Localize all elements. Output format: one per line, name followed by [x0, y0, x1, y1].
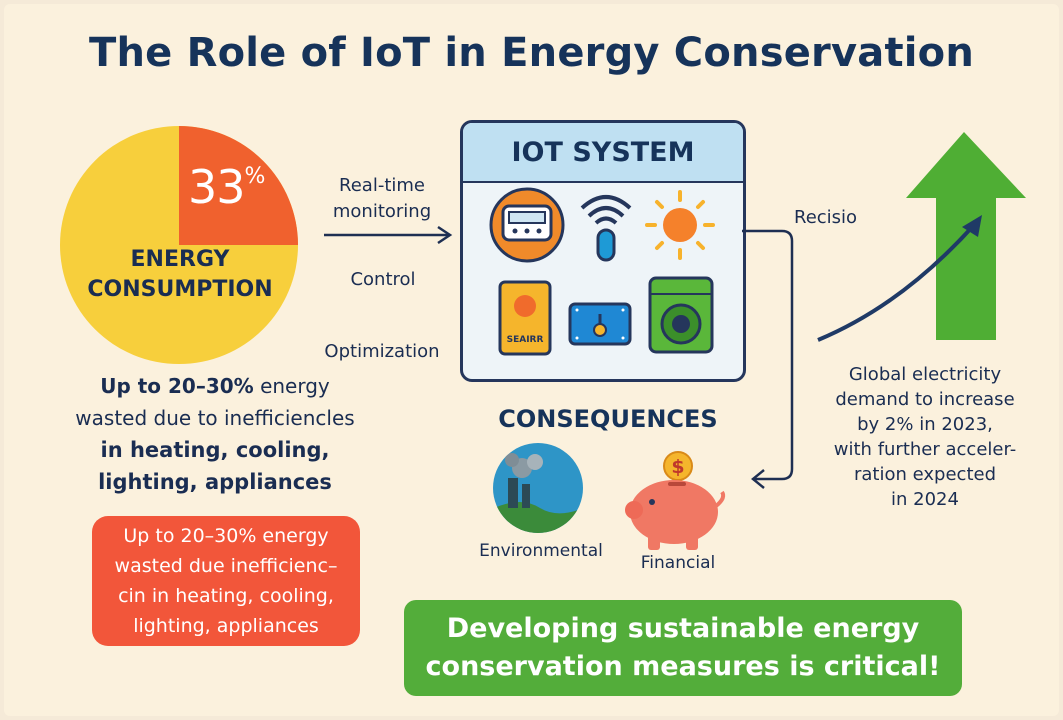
- wifi-sensor-icon: [580, 195, 632, 262]
- piggy-bank-icon: $: [625, 451, 726, 550]
- callout-line-1: Developing sustainable energy: [446, 613, 920, 644]
- waste-callout-text: Up to 20–30% energy wasted due inefficie…: [114, 525, 338, 637]
- pie-label: ENERGY CONSUMPTION: [87, 247, 273, 302]
- solar-panel-icon: SEAIRR: [498, 280, 552, 356]
- callout-line-2: conservation measures is critical!: [425, 651, 941, 682]
- decision-label: Recisio: [794, 207, 858, 228]
- solar-panel-label: SEAIRR: [507, 335, 544, 345]
- control-label: Control: [350, 269, 416, 290]
- electricity-demand-text: Global electricity demand to increase by…: [833, 364, 1017, 510]
- iot-system-header: IOT SYSTEM: [463, 123, 743, 183]
- environmental-icon: [493, 443, 583, 533]
- page-title: The Role of IoT in Energy Conservation: [88, 30, 975, 76]
- smart-meter-icon: [489, 187, 565, 263]
- realtime-monitoring-label: Real-time monitoring: [332, 175, 432, 222]
- energy-pie-chart: [58, 124, 300, 366]
- financial-label: Financial: [640, 553, 716, 573]
- to-iot-arrow: [324, 225, 453, 245]
- optimization-label: Optimization: [324, 341, 440, 362]
- washing-machine-icon: [648, 276, 714, 354]
- dollar-coin-text: $: [671, 456, 684, 478]
- environmental-label: Environmental: [479, 541, 603, 561]
- consequences-heading: CONSEQUENCES: [498, 405, 718, 433]
- trend-curve-arrow: [817, 215, 982, 342]
- pie-percent-value: 33%: [188, 160, 265, 214]
- waste-description: Up to 20–30% energy wasted due to ineffi…: [75, 374, 355, 494]
- iot-device-icons: SEAIRR: [489, 187, 715, 356]
- to-consequences-arrow: [742, 229, 794, 489]
- pie-highlight-slice: [179, 126, 298, 245]
- sun-icon: [645, 190, 715, 260]
- waste-callout-box: Up to 20–30% energy wasted due inefficie…: [92, 516, 360, 646]
- thermostat-icon: [568, 302, 632, 346]
- conservation-callout-box: Developing sustainable energy conservati…: [404, 600, 962, 696]
